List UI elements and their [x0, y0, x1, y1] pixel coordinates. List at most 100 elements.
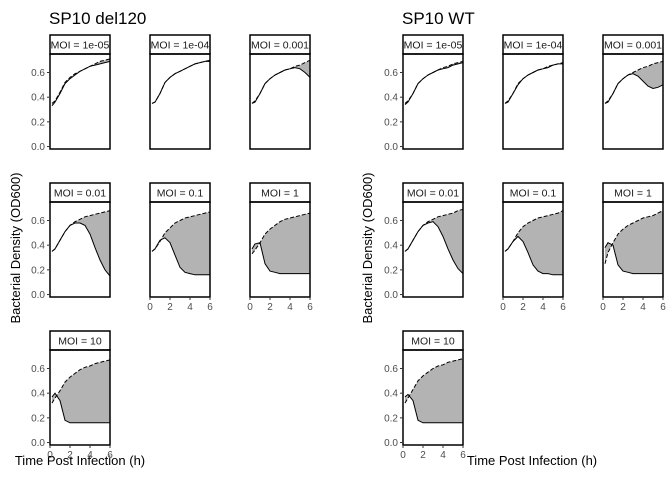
facet-label: MOI = 1e-05	[51, 40, 110, 52]
x-tick-label: 2	[167, 302, 173, 313]
x-tick-label: 4	[540, 302, 546, 313]
x-tick-label: 4	[87, 450, 93, 461]
y-tick-label: 0.4	[31, 241, 45, 252]
y-axis-title: Bacterial Density (OD600)	[8, 173, 23, 324]
y-tick-label: 0.2	[384, 117, 398, 128]
y-tick-label: 0.6	[31, 68, 45, 79]
panel-border	[49, 349, 111, 446]
facet-label: MOI = 0.1	[157, 188, 204, 200]
y-tick-label: 0.2	[31, 265, 45, 276]
panel-border	[402, 349, 464, 446]
infected-line	[51, 392, 110, 424]
y-tick-label: 0.6	[384, 68, 398, 79]
y-tick-label: 0.6	[384, 216, 398, 227]
x-tick-label: 2	[520, 302, 526, 313]
chart-sp10-del120: SP10 del120 Time Post Infection (h) Bact…	[8, 9, 313, 468]
facet-panel: MOI = 1e-04	[149, 34, 211, 150]
infected-line	[504, 63, 563, 104]
infected-line	[251, 67, 311, 104]
y-tick-label: 0.0	[384, 142, 398, 153]
y-tick-label: 0.4	[31, 389, 45, 400]
facet-panels: MOI = 1e-05 0.0 0.2 0.4 0.6 MOI = 1e-04 MOI = …	[384, 34, 666, 461]
x-tick-label: 4	[187, 302, 193, 313]
chart-title: SP10 del120	[49, 9, 146, 28]
control-line	[51, 359, 111, 404]
difference-area	[152, 211, 210, 275]
x-tick-label: 4	[640, 302, 646, 313]
x-tick-label: 6	[660, 302, 666, 313]
y-tick-label: 0.6	[31, 364, 45, 375]
panel-border	[49, 53, 111, 150]
chart-title: SP10 WT	[402, 9, 475, 28]
x-tick-label: 4	[287, 302, 293, 313]
x-tick-label: 0	[400, 450, 406, 461]
infected-line	[404, 221, 464, 274]
facet-label: MOI = 0.01	[54, 188, 106, 200]
y-axis-title: Bacterial Density (OD600)	[360, 173, 375, 324]
y-tick-label: 0.6	[31, 216, 45, 227]
facet-panel: MOI = 1e-04	[502, 34, 564, 150]
infected-line	[51, 60, 111, 107]
facet-label: MOI = 0.01	[407, 188, 459, 200]
panel-border	[602, 53, 664, 150]
x-tick-label: 0	[47, 450, 53, 461]
x-tick-label: 6	[460, 450, 466, 461]
x-tick-label: 2	[67, 450, 73, 461]
y-tick-label: 0.4	[384, 241, 398, 252]
difference-area	[605, 210, 663, 274]
panel-border	[602, 201, 664, 298]
difference-area	[52, 210, 110, 276]
difference-area	[252, 213, 310, 274]
infected-line	[404, 393, 463, 424]
x-axis-title: Time Post Infection (h)	[15, 453, 145, 468]
facet-label: MOI = 1e-04	[151, 40, 210, 52]
facet-panel: MOI = 10 0.0 0.2 0.4 0.6 0 2 4 6	[31, 330, 113, 461]
infected-line	[251, 242, 310, 275]
infected-line	[504, 235, 563, 276]
y-tick-label: 0.0	[31, 438, 45, 449]
y-tick-label: 0.2	[384, 265, 398, 276]
facet-panel: MOI = 1 0 2 4 6	[600, 182, 666, 313]
difference-area	[405, 209, 463, 274]
x-tick-label: 2	[620, 302, 626, 313]
facet-panel: MOI = 1e-05 0.0 0.2 0.4 0.6	[31, 34, 111, 153]
x-tick-label: 0	[600, 302, 606, 313]
facet-label: MOI = 0.001	[251, 40, 309, 52]
y-tick-label: 0.0	[31, 142, 45, 153]
y-tick-label: 0.0	[384, 438, 398, 449]
facet-label: MOI = 10	[411, 336, 455, 348]
facet-panel: MOI = 1 0 2 4 6	[247, 182, 313, 313]
y-tick-label: 0.2	[31, 117, 45, 128]
facet-label: MOI = 1	[261, 188, 299, 200]
y-tick-label: 0.4	[384, 389, 398, 400]
x-tick-label: 6	[307, 302, 313, 313]
difference-area	[252, 60, 310, 104]
panel-border	[402, 53, 464, 150]
infected-line	[604, 242, 663, 275]
facet-panel: MOI = 0.01 0.0 0.2 0.4 0.6	[31, 182, 111, 301]
facet-panel: MOI = 0.001	[602, 34, 664, 150]
facet-panel: MOI = 10 0.0 0.2 0.4 0.6 0 2 4 6	[384, 330, 466, 461]
x-tick-label: 4	[440, 450, 446, 461]
x-tick-label: 0	[500, 302, 506, 313]
x-tick-label: 2	[267, 302, 273, 313]
infected-line	[51, 222, 111, 277]
panel-border	[149, 53, 211, 150]
facet-panel: MOI = 1e-05 0.0 0.2 0.4 0.6	[384, 34, 464, 153]
panel-border	[249, 201, 311, 298]
facet-panel: MOI = 0.1 0 2 4 6	[147, 182, 213, 313]
chart-sp10-wt: SP10 WT Time Post Infection (h) Bacteria…	[360, 9, 666, 468]
x-tick-label: 6	[107, 450, 113, 461]
facet-label: MOI = 0.001	[604, 40, 662, 52]
y-tick-label: 0.4	[31, 93, 45, 104]
panel-border	[502, 53, 564, 150]
facet-label: MOI = 1	[614, 188, 652, 200]
control-line	[404, 358, 464, 404]
difference-area	[605, 61, 663, 104]
y-tick-label: 0.6	[384, 364, 398, 375]
facet-panel: MOI = 0.01 0.0 0.2 0.4 0.6	[384, 182, 464, 301]
difference-area	[505, 210, 563, 275]
x-tick-label: 2	[420, 450, 426, 461]
panel-border	[49, 201, 111, 298]
